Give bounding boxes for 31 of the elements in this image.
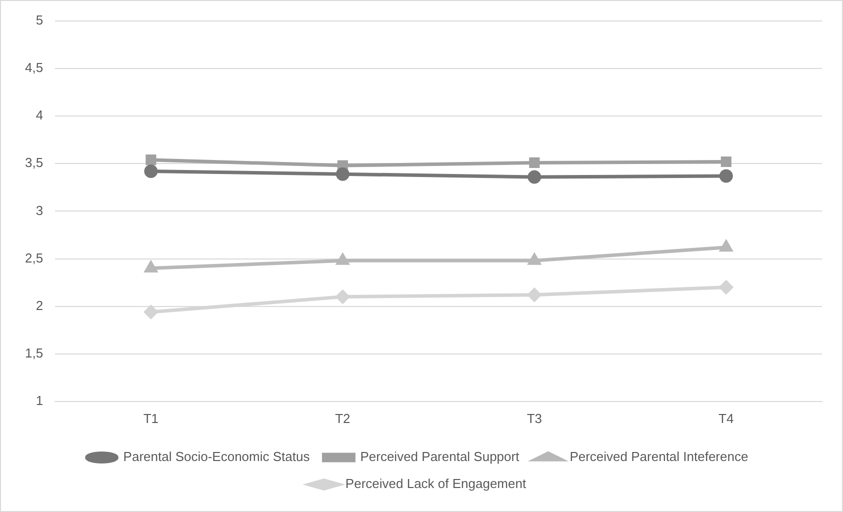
point bbox=[719, 169, 733, 183]
x-tick-label: T3 bbox=[526, 410, 542, 426]
y-tick-label: 4 bbox=[36, 108, 44, 123]
y-tick-label: 3,5 bbox=[24, 155, 44, 170]
point bbox=[528, 254, 540, 265]
point bbox=[144, 305, 158, 319]
point bbox=[529, 157, 540, 168]
y-tick-label: 4,5 bbox=[24, 60, 44, 76]
y-tick-label: 2,5 bbox=[24, 250, 44, 266]
y-tick-label: 5 bbox=[36, 12, 44, 28]
point bbox=[720, 240, 732, 252]
legend-label: Perceived Lack of Engagement bbox=[345, 476, 526, 492]
point bbox=[528, 288, 542, 302]
point bbox=[144, 164, 158, 178]
point bbox=[719, 280, 733, 294]
point bbox=[720, 156, 732, 168]
legend-label: Perceived Parental Inteference bbox=[570, 449, 748, 464]
point bbox=[336, 167, 350, 181]
y-tick-label: 2 bbox=[36, 298, 44, 313]
point bbox=[528, 170, 542, 184]
y-tick-label: 1 bbox=[36, 392, 44, 408]
x-tick-label: T4 bbox=[718, 410, 734, 426]
y-tick-label: 1,5 bbox=[24, 345, 44, 360]
x-tick-label: T2 bbox=[335, 410, 350, 426]
y-tick-label: 3 bbox=[36, 202, 44, 218]
legend-label: Perceived Parental Support bbox=[360, 449, 520, 464]
point bbox=[336, 290, 350, 304]
legend-label: Parental Socio-Economic Status bbox=[123, 449, 310, 464]
x-tick-label: T1 bbox=[143, 410, 159, 426]
point bbox=[146, 154, 156, 166]
point bbox=[336, 254, 349, 265]
